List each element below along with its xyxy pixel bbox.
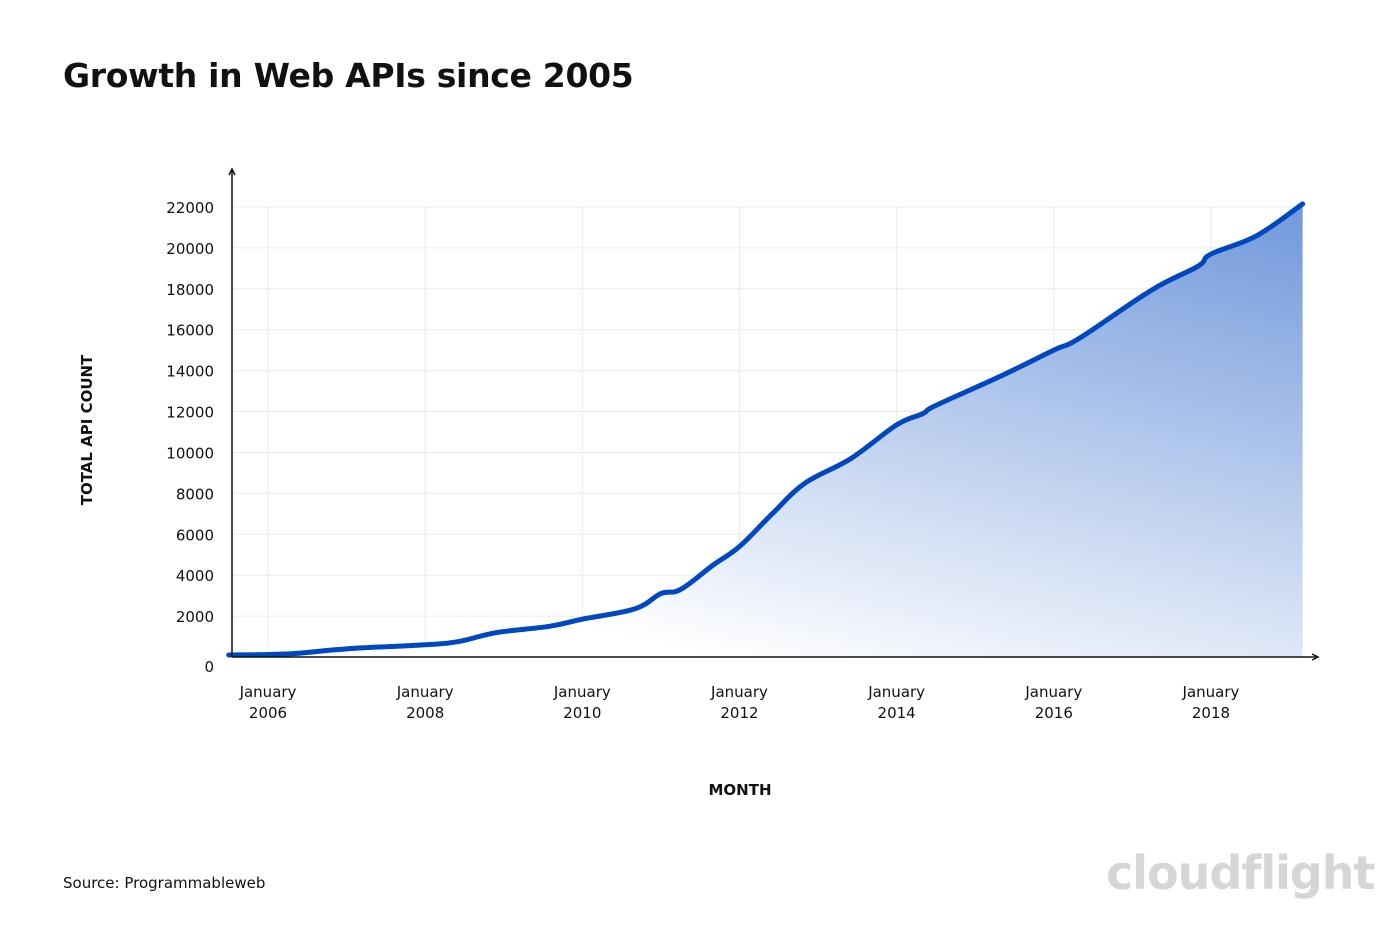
y-tick-label: 2000 <box>176 608 214 626</box>
y-tick-label: 10000 <box>166 444 214 462</box>
x-axis-label: MONTH <box>708 781 771 799</box>
source-note: Source: Programmableweb <box>63 874 266 892</box>
x-tick-label-month: January <box>867 683 925 701</box>
x-axis <box>232 653 1320 661</box>
series-line <box>226 201 1306 658</box>
y-tick-label: 20000 <box>166 240 214 258</box>
y-tick-label: 14000 <box>166 363 214 381</box>
x-axis-arrow-icon <box>1311 653 1320 661</box>
chart-title: Growth in Web APIs since 2005 <box>63 56 634 95</box>
x-tick-label-month: January <box>710 683 768 701</box>
x-tick-label-month: January <box>553 683 611 701</box>
x-tick-label-month: January <box>1182 683 1240 701</box>
y-tick-label: 0 <box>204 658 214 676</box>
x-tick-label-month: January <box>1024 683 1082 701</box>
area-fill <box>228 203 1303 657</box>
y-axis-arrow-icon <box>228 167 236 176</box>
y-tick-label: 22000 <box>166 199 214 217</box>
y-tick-label: 16000 <box>166 322 214 340</box>
x-tick-label-year: 2006 <box>249 704 287 722</box>
y-tick-label: 8000 <box>176 485 214 503</box>
x-tick-label-year: 2016 <box>1035 704 1073 722</box>
x-tick-label-month: January <box>239 683 297 701</box>
y-axis <box>228 167 236 657</box>
x-tick-label-year: 2014 <box>878 704 916 722</box>
y-tick-label: 12000 <box>166 404 214 422</box>
cloudflight-logo: cloudflight <box>1106 846 1376 900</box>
x-tick-label-month: January <box>396 683 454 701</box>
y-tick-label: 18000 <box>166 281 214 299</box>
x-tick-label-year: 2018 <box>1192 704 1230 722</box>
y-axis-label: TOTAL API COUNT <box>78 354 96 505</box>
x-tick-label-year: 2012 <box>720 704 758 722</box>
y-tick-label: 4000 <box>176 567 214 585</box>
x-tick-label-year: 2010 <box>563 704 601 722</box>
y-tick-label: 6000 <box>176 526 214 544</box>
x-tick-label-year: 2008 <box>406 704 444 722</box>
